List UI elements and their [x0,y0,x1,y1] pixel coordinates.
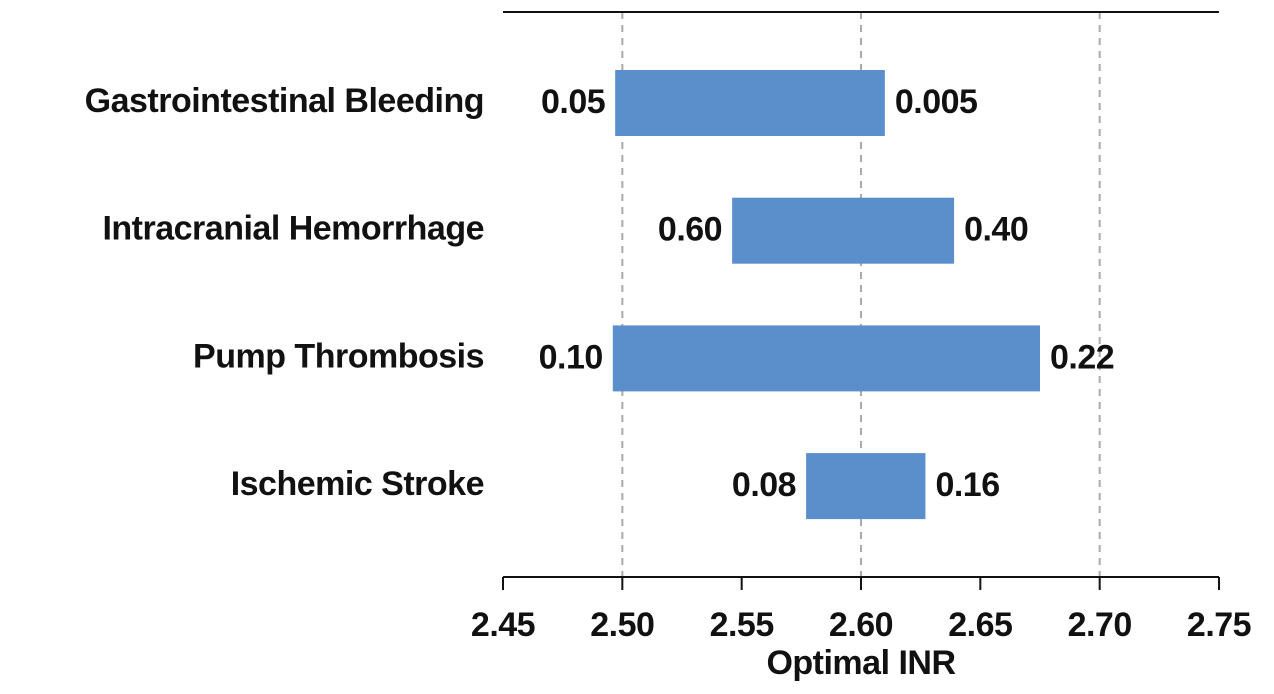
y-tick-label: Ischemic Stroke [231,465,484,503]
low-label: 0.08 [732,466,796,504]
high-label: 0.22 [1050,338,1114,376]
bar [612,325,1040,392]
bar [806,453,926,520]
x-tick-label: 2.55 [710,606,774,644]
low-label: 0.60 [658,211,722,249]
y-tick-label: Pump Thrombosis [193,337,484,375]
x-tick-label: 2.60 [829,606,893,644]
bar [615,70,885,136]
high-label: 0.005 [895,83,978,121]
low-label: 0.05 [541,83,605,121]
x-tick-label: 2.45 [471,606,535,644]
x-tick-label: 2.50 [590,606,654,644]
y-tick-label: Intracranial Hemorrhage [102,210,484,248]
high-label: 0.16 [935,466,999,504]
low-label: 0.10 [539,338,603,376]
x-axis-label: Optimal INR [766,644,955,682]
x-tick-label: 2.70 [1068,606,1132,644]
y-tick-label: Gastrointestinal Bleeding [85,82,484,120]
high-label: 0.40 [964,211,1028,249]
bar [732,197,955,264]
x-tick-label: 2.75 [1187,606,1251,644]
x-tick-label: 2.65 [948,606,1012,644]
